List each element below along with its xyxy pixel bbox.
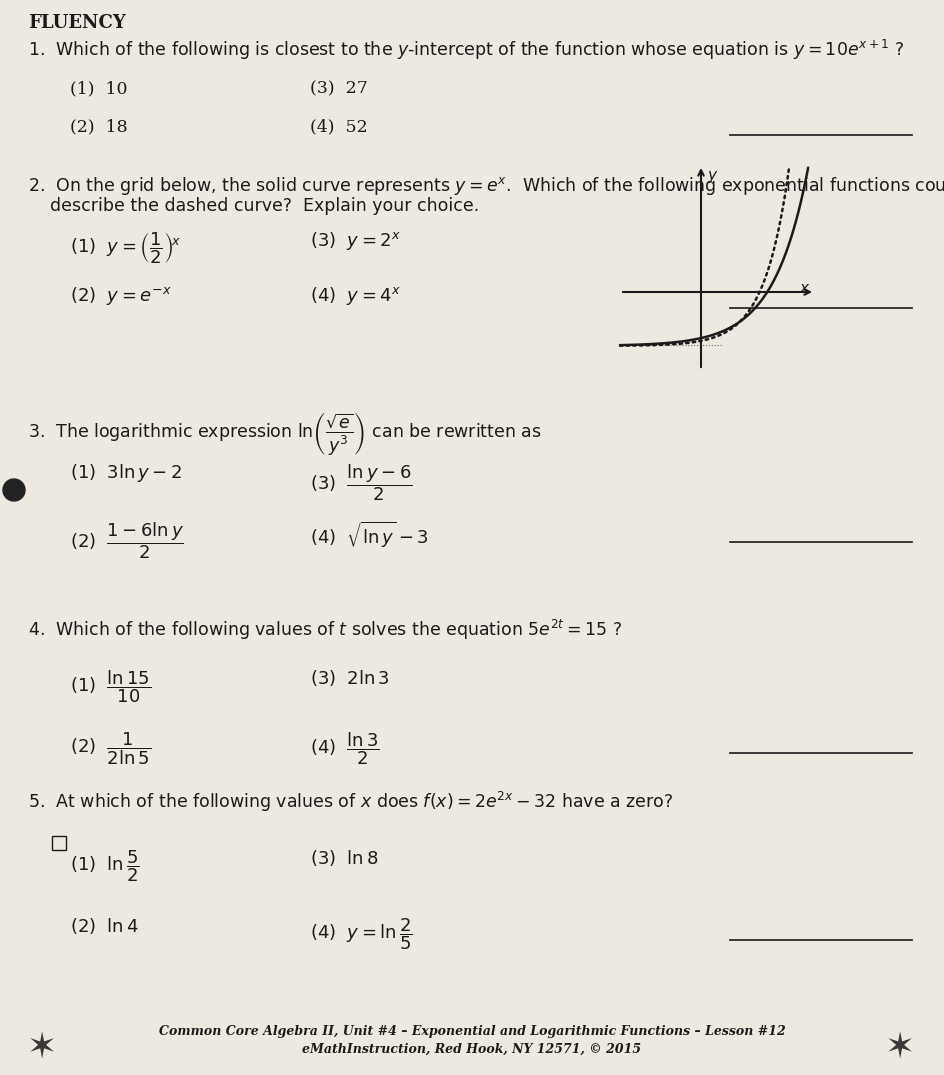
Text: (3)  $\dfrac{\ln y-6}{2}$: (3) $\dfrac{\ln y-6}{2}$ bbox=[310, 462, 413, 503]
Text: (1)  $y=\left(\dfrac{1}{2}\right)^{\!x}$: (1) $y=\left(\dfrac{1}{2}\right)^{\!x}$ bbox=[70, 230, 180, 266]
Circle shape bbox=[3, 479, 25, 501]
Text: (1)  10: (1) 10 bbox=[70, 80, 127, 97]
Text: (2)  18: (2) 18 bbox=[70, 118, 127, 135]
Text: describe the dashed curve?  Explain your choice.: describe the dashed curve? Explain your … bbox=[28, 197, 480, 215]
Text: (2)  $\ln 4$: (2) $\ln 4$ bbox=[70, 916, 139, 936]
Text: FLUENCY: FLUENCY bbox=[28, 14, 126, 32]
Text: $x$: $x$ bbox=[800, 281, 811, 296]
Text: 1.  Which of the following is closest to the $y$-intercept of the function whose: 1. Which of the following is closest to … bbox=[28, 38, 904, 62]
Text: (4)  $\dfrac{\ln 3}{2}$: (4) $\dfrac{\ln 3}{2}$ bbox=[310, 730, 379, 766]
Text: 5.  At which of the following values of $x$ does $f(x)=2e^{2x}-32$ have a zero?: 5. At which of the following values of $… bbox=[28, 790, 673, 814]
Text: (2)  $\dfrac{1}{2\ln 5}$: (2) $\dfrac{1}{2\ln 5}$ bbox=[70, 730, 151, 766]
Text: (3)  $y=2^x$: (3) $y=2^x$ bbox=[310, 230, 401, 252]
Text: eMathInstruction, Red Hook, NY 12571, © 2015: eMathInstruction, Red Hook, NY 12571, © … bbox=[302, 1043, 642, 1056]
Text: Common Core Algebra II, Unit #4 – Exponential and Logarithmic Functions – Lesson: Common Core Algebra II, Unit #4 – Expone… bbox=[159, 1024, 785, 1038]
Text: (2)  $\dfrac{1-6\ln y}{2}$: (2) $\dfrac{1-6\ln y}{2}$ bbox=[70, 520, 184, 561]
Text: $y$: $y$ bbox=[707, 169, 718, 185]
Text: (3)  27: (3) 27 bbox=[310, 80, 368, 97]
Text: (2)  $y=e^{-x}$: (2) $y=e^{-x}$ bbox=[70, 285, 172, 307]
Text: (3)  $2\ln 3$: (3) $2\ln 3$ bbox=[310, 668, 390, 688]
Text: ✶: ✶ bbox=[885, 1031, 915, 1065]
Text: 2.  On the grid below, the solid curve represents $y=e^x$.  Which of the followi: 2. On the grid below, the solid curve re… bbox=[28, 175, 944, 197]
Text: (3)  $\ln 8$: (3) $\ln 8$ bbox=[310, 848, 379, 868]
Text: (4)  $y=\ln\dfrac{2}{5}$: (4) $y=\ln\dfrac{2}{5}$ bbox=[310, 916, 413, 951]
Text: (1)  $\dfrac{\ln 15}{10}$: (1) $\dfrac{\ln 15}{10}$ bbox=[70, 668, 151, 704]
Text: (4)  $\sqrt{\ln y}-3$: (4) $\sqrt{\ln y}-3$ bbox=[310, 520, 429, 550]
Text: (1)  $3\ln y-2$: (1) $3\ln y-2$ bbox=[70, 462, 182, 484]
Text: (1)  $\ln\dfrac{5}{2}$: (1) $\ln\dfrac{5}{2}$ bbox=[70, 848, 140, 884]
Text: (4)  $y=4^x$: (4) $y=4^x$ bbox=[310, 285, 401, 307]
Text: ✶: ✶ bbox=[26, 1031, 58, 1065]
Text: 3.  The logarithmic expression $\ln\!\left(\dfrac{\sqrt{e}}{y^3}\right)$ can be : 3. The logarithmic expression $\ln\!\lef… bbox=[28, 410, 542, 457]
Text: 4.  Which of the following values of $t$ solves the equation $5e^{2t}=15$ ?: 4. Which of the following values of $t$ … bbox=[28, 618, 622, 642]
Text: (4)  52: (4) 52 bbox=[310, 118, 368, 135]
